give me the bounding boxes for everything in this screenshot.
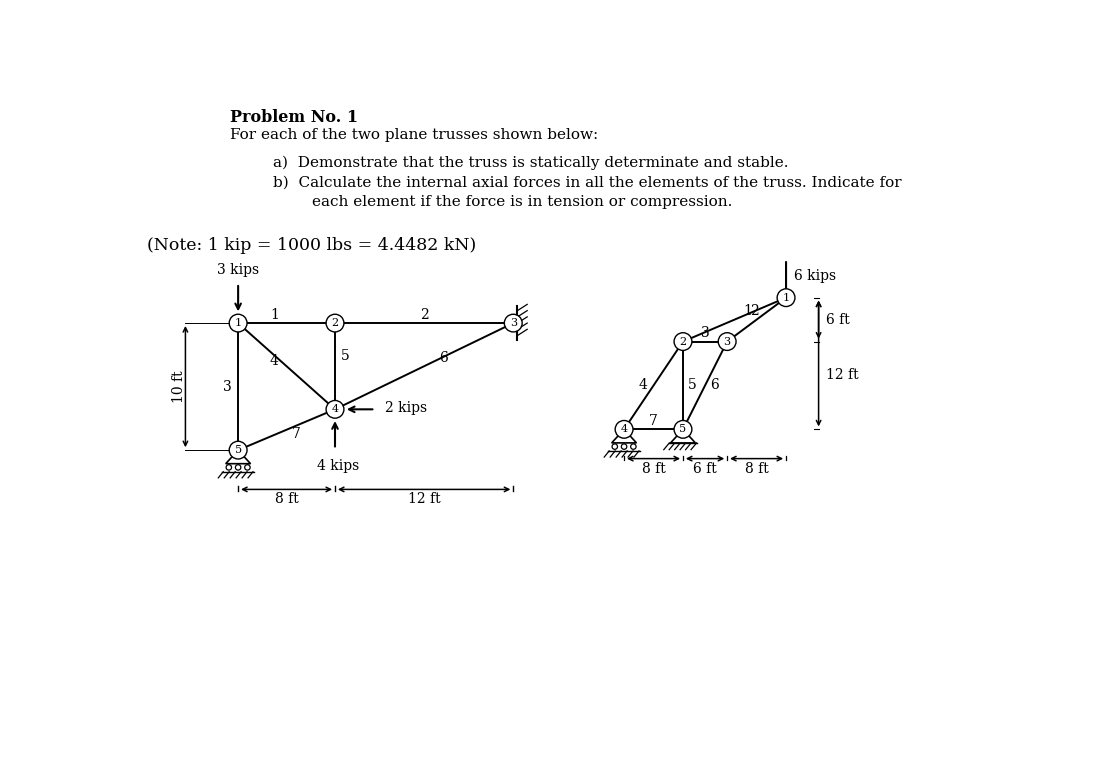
Circle shape — [326, 314, 344, 332]
Circle shape — [631, 444, 636, 449]
Text: 3: 3 — [701, 326, 710, 340]
Text: 2: 2 — [420, 308, 429, 323]
Circle shape — [674, 421, 692, 438]
Circle shape — [674, 333, 692, 350]
Text: 12 ft: 12 ft — [826, 368, 859, 382]
Text: 2 kips: 2 kips — [386, 401, 428, 415]
Text: 4 kips: 4 kips — [317, 460, 359, 473]
Text: a)  Demonstrate that the truss is statically determinate and stable.: a) Demonstrate that the truss is statica… — [273, 155, 788, 170]
Text: 4: 4 — [269, 354, 278, 368]
Text: 6 kips: 6 kips — [793, 269, 836, 283]
Circle shape — [245, 465, 251, 470]
Circle shape — [504, 314, 522, 332]
Text: 6 ft: 6 ft — [826, 313, 851, 326]
Text: 1: 1 — [234, 318, 242, 328]
Text: (Note: 1 kip = 1000 lbs = 4.4482 kN): (Note: 1 kip = 1000 lbs = 4.4482 kN) — [146, 237, 476, 254]
Circle shape — [612, 444, 618, 449]
Circle shape — [326, 400, 344, 419]
Text: 5: 5 — [688, 378, 697, 393]
Text: 1: 1 — [270, 308, 279, 323]
Text: 12 ft: 12 ft — [408, 492, 441, 506]
Text: 3 kips: 3 kips — [218, 263, 259, 277]
Text: 8 ft: 8 ft — [745, 462, 768, 476]
Text: each element if the force is in tension or compression.: each element if the force is in tension … — [273, 196, 732, 209]
Text: 1: 1 — [782, 293, 789, 303]
Circle shape — [621, 444, 626, 449]
Text: 6: 6 — [439, 351, 447, 365]
Polygon shape — [670, 429, 696, 443]
Circle shape — [777, 289, 795, 307]
Polygon shape — [513, 316, 518, 330]
Circle shape — [235, 465, 241, 470]
Circle shape — [230, 314, 247, 332]
Text: Problem No. 1: Problem No. 1 — [231, 109, 358, 126]
Text: 4: 4 — [332, 404, 338, 414]
Text: 2: 2 — [679, 336, 687, 346]
Text: 8 ft: 8 ft — [275, 492, 299, 506]
Circle shape — [719, 333, 736, 350]
Circle shape — [615, 421, 633, 438]
Text: 5: 5 — [679, 425, 687, 435]
Text: b)  Calculate the internal axial forces in all the elements of the truss. Indica: b) Calculate the internal axial forces i… — [273, 175, 901, 189]
Polygon shape — [612, 429, 636, 443]
Text: 5: 5 — [234, 445, 242, 455]
Text: 4: 4 — [639, 378, 647, 393]
Text: 2: 2 — [332, 318, 338, 328]
Polygon shape — [225, 451, 251, 463]
Circle shape — [226, 465, 232, 470]
Text: 6 ft: 6 ft — [693, 462, 717, 476]
Text: 3: 3 — [510, 318, 517, 328]
Text: 10 ft: 10 ft — [173, 371, 186, 403]
Text: 8 ft: 8 ft — [642, 462, 665, 476]
Text: 1: 1 — [743, 304, 752, 318]
Text: 4: 4 — [621, 425, 628, 435]
Text: 2: 2 — [751, 304, 759, 318]
Text: 7: 7 — [650, 414, 658, 428]
Text: 3: 3 — [223, 380, 232, 393]
Text: 6: 6 — [710, 378, 719, 393]
Text: 7: 7 — [292, 427, 301, 441]
Text: For each of the two plane trusses shown below:: For each of the two plane trusses shown … — [231, 129, 599, 142]
Text: 5: 5 — [341, 349, 349, 363]
Text: 3: 3 — [723, 336, 731, 346]
Circle shape — [230, 441, 247, 459]
